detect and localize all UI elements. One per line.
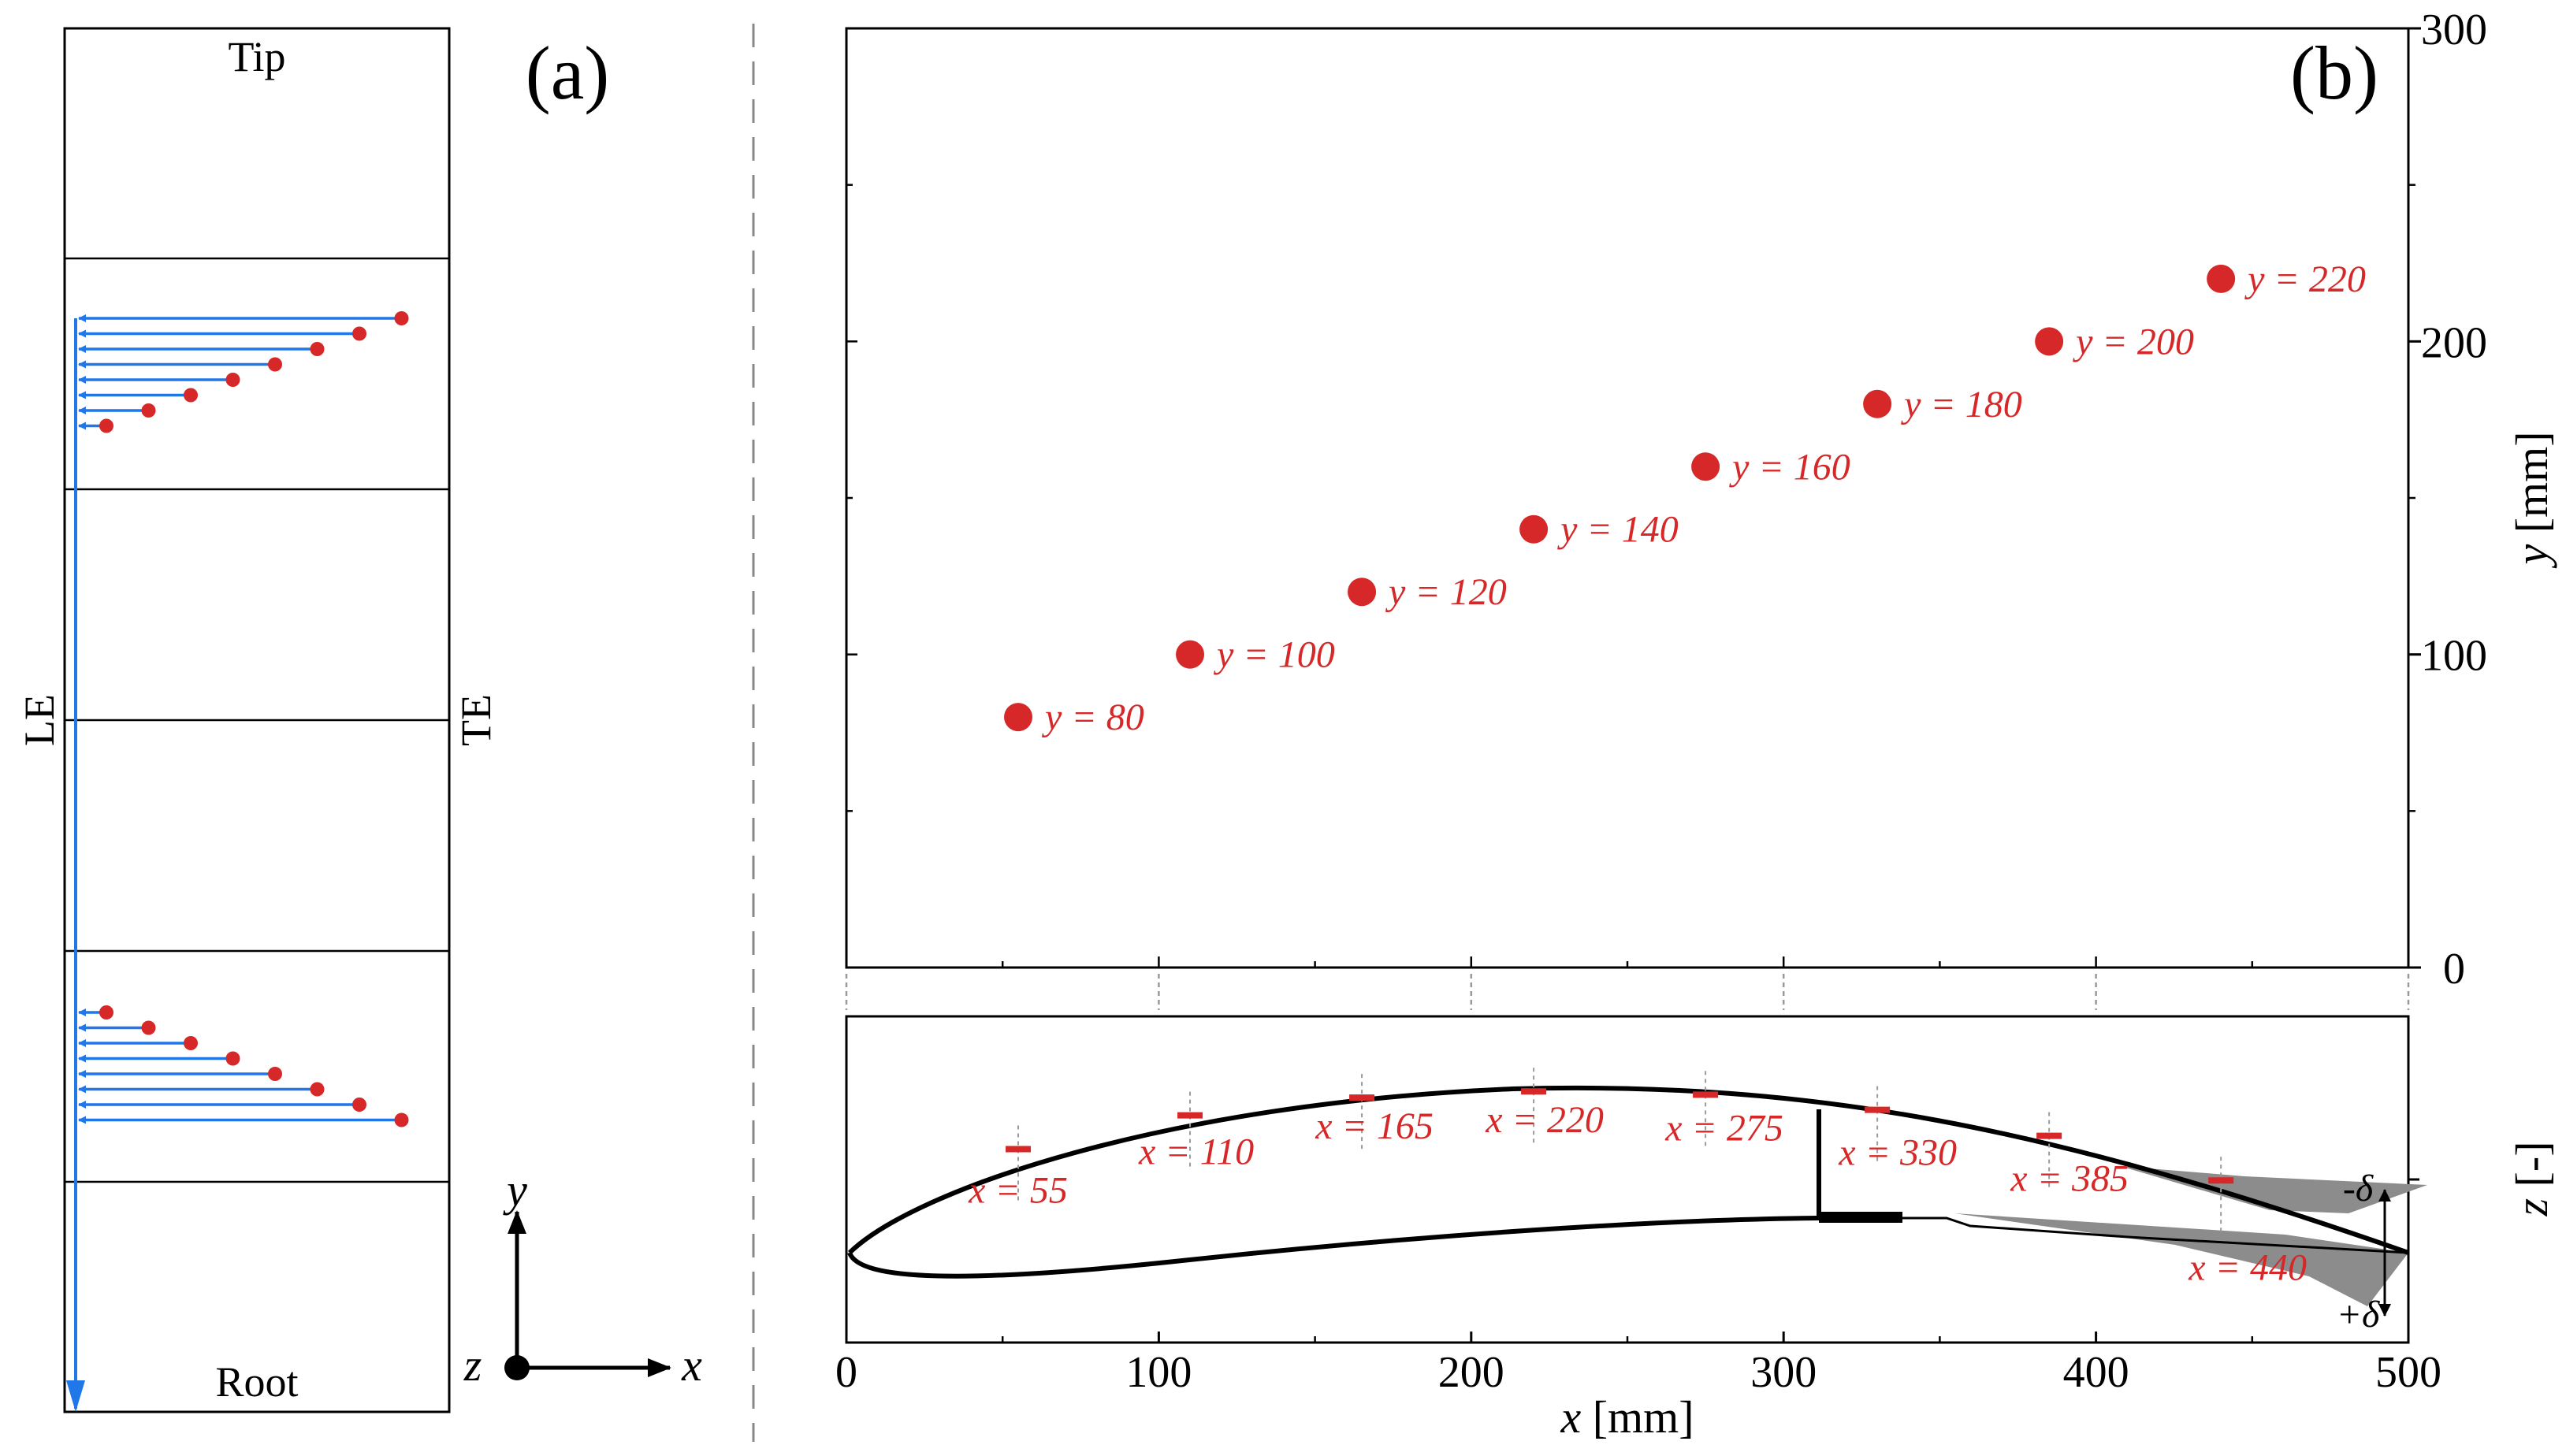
probe-point (184, 1036, 198, 1050)
panel-a-label: (a) (526, 31, 610, 115)
leading-edge-label: LE (16, 694, 63, 746)
scatter-point-label: y = 220 (2244, 258, 2366, 300)
axis-z-letter: z (463, 1339, 482, 1391)
x-tick-label: 300 (1750, 1348, 1817, 1397)
x-tick-label: 500 (2375, 1348, 2441, 1397)
x-tick-label: 0 (835, 1348, 857, 1397)
station-label: x = 110 (1138, 1131, 1254, 1173)
scatter-point-label: y = 120 (1385, 571, 1507, 613)
scatter-point-label: y = 140 (1556, 509, 1679, 551)
x-tick-label: 200 (1438, 1348, 1504, 1397)
z-axis-title: z [-] (2506, 1141, 2557, 1216)
probe-point (141, 403, 156, 418)
x-tick-label: 400 (2063, 1348, 2129, 1397)
panel-b-label: (b) (2290, 31, 2378, 115)
scatter-point (1004, 703, 1033, 732)
scatter-point (1519, 514, 1549, 544)
scatter-point (1348, 578, 1377, 607)
tip-label: Tip (228, 33, 285, 80)
station-label: x = 330 (1838, 1132, 1957, 1174)
x-axis-title: x [mm] (1560, 1391, 1694, 1443)
scatter-point (1863, 389, 1892, 418)
station-label: x = 275 (1664, 1107, 1783, 1149)
y-axis-title: y [mm] (2506, 431, 2557, 568)
root-label: Root (215, 1358, 298, 1406)
station-label: x = 165 (1315, 1105, 1434, 1147)
flap-hinge-block (1819, 1212, 1902, 1223)
minus-delta-label: -δ (2343, 1168, 2374, 1209)
scatter-point-label: y = 160 (1728, 446, 1850, 488)
station-label: x = 385 (2010, 1158, 2129, 1200)
probe-point (310, 1082, 325, 1097)
scatter-point (2207, 264, 2236, 293)
upper-probe-arrows (78, 311, 409, 433)
y-tick-label: 300 (2421, 6, 2487, 54)
probe-point (225, 1051, 240, 1066)
flap-down-shading (1954, 1213, 2408, 1306)
station-label: x = 55 (968, 1170, 1068, 1212)
scatter-point-label: y = 180 (1900, 384, 2022, 425)
probe-point (310, 342, 325, 356)
probe-point (225, 373, 240, 387)
probe-point (99, 418, 113, 433)
x-tick-label: 100 (1125, 1348, 1192, 1397)
plus-delta-label: +δ (2337, 1294, 2380, 1335)
trailing-edge-label: TE (452, 694, 500, 746)
station-label: x = 220 (1485, 1099, 1604, 1141)
y-tick-label: 0 (2443, 945, 2465, 994)
probe-point (268, 357, 282, 372)
airfoil-stations: x = 55 x = 110 x = 165 x = 220 x = 275 x = 33… (968, 1068, 2307, 1288)
panel-a: Tip Root (a) LE TE y z x (16, 27, 702, 1413)
flap-up-shading (2120, 1166, 2427, 1213)
probe-point (352, 326, 366, 341)
plot-connectors (845, 974, 2410, 1010)
axis-x-letter: x (681, 1339, 702, 1391)
x-axis-var: x (1560, 1391, 1581, 1443)
scatter-point-label: y = 100 (1213, 634, 1335, 676)
probe-point (184, 388, 198, 403)
scatter-point-label: y = 80 (1041, 696, 1144, 738)
flap-lower-line (1902, 1216, 2409, 1254)
probe-point (268, 1067, 282, 1081)
y-tick-label: 200 (2421, 318, 2487, 367)
probe-point (99, 1005, 113, 1020)
scatter-points: y = 80 y = 100 y = 120 y = 140 y = 160 y = 18… (1004, 258, 2366, 738)
y-axis-unit: [mm] (2506, 431, 2557, 544)
scatter-point (2035, 327, 2064, 356)
y-axis-var: y (2506, 544, 2557, 569)
airfoil-lower-surface (847, 1216, 1820, 1279)
spanwise-arrowhead (66, 1380, 85, 1412)
coordinate-axes: y z x (463, 1164, 702, 1391)
probe-point (394, 311, 409, 325)
z-axis-unit: [-] (2506, 1141, 2557, 1198)
probe-point (352, 1098, 366, 1112)
airfoil-upper-surface (847, 1085, 2409, 1255)
lower-probe-arrows (78, 1005, 409, 1127)
y-tick-label: 100 (2421, 632, 2487, 681)
probe-point (141, 1020, 156, 1035)
scatter-point (1691, 452, 1720, 481)
axis-y-letter: y (503, 1164, 527, 1216)
probe-point (394, 1112, 409, 1127)
z-axis-dot (504, 1355, 530, 1380)
scatter-plot-frame (845, 27, 2410, 969)
x-axis-unit: [mm] (1581, 1391, 1694, 1443)
scatter-ticks: 0 100 200 300 (845, 6, 2487, 994)
scatter-point (1176, 640, 1205, 669)
station-label: x = 440 (2188, 1246, 2307, 1288)
z-axis-var: z (2506, 1198, 2557, 1217)
scatter-point-label: y = 200 (2072, 321, 2194, 362)
airfoil-ticks: 0 100 200 300 400 500 (835, 1178, 2441, 1397)
